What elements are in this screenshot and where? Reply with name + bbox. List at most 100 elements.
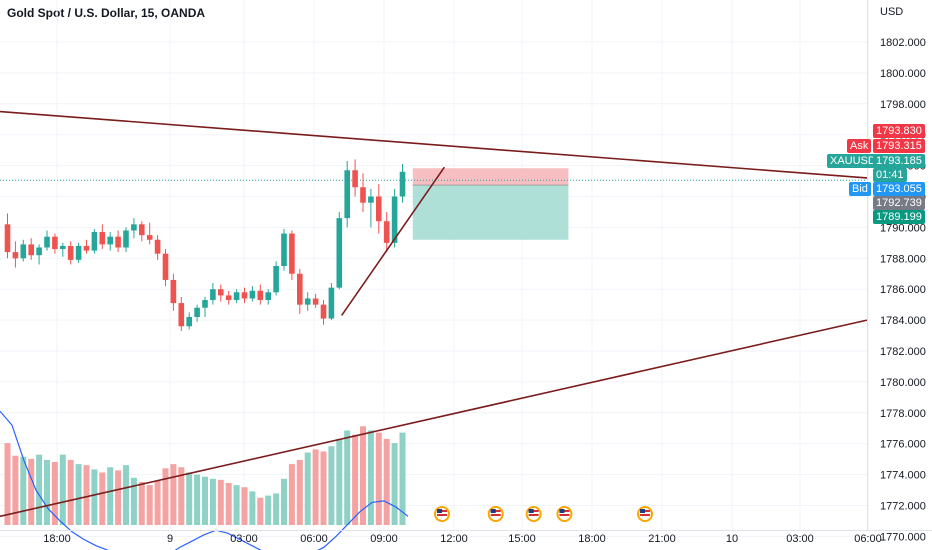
volume-bar [241, 487, 248, 525]
volume-bar [83, 465, 90, 525]
us-flag-event-icon [556, 506, 573, 522]
volume-bar [273, 493, 280, 525]
price-tick-label: 1790.000 [880, 222, 926, 234]
volume-bar [115, 470, 122, 525]
volume-bar [328, 446, 335, 525]
candle-body [44, 236, 50, 248]
candle-body [4, 224, 11, 253]
candle-body [186, 317, 192, 327]
candle-body [297, 273, 303, 305]
time-axis: 18:00 9 03:00 06:00 09:00 12:00 15:00 18:00 21:0… [43, 533, 882, 545]
volume-bar [67, 459, 74, 525]
time-tick-label: 15:00 [508, 533, 536, 545]
candle-body [391, 196, 398, 243]
candles [4, 159, 406, 331]
volume-bar [265, 495, 272, 525]
volume-bar [336, 438, 343, 525]
trendline [0, 319, 868, 518]
volume-bar [178, 467, 185, 525]
time-tick-label: 9 [167, 533, 173, 545]
target-level-tag: 1789.199 [873, 210, 925, 224]
volume-bar [170, 464, 177, 525]
candle-body [162, 253, 169, 280]
bid-label-tag: Bid [849, 182, 871, 196]
candle-body [60, 245, 66, 250]
volume-bar [44, 459, 50, 525]
volume-bar [130, 477, 137, 525]
take-profit-zone [412, 185, 569, 240]
volume-bar [107, 467, 114, 525]
candle-body [91, 232, 98, 251]
time-tick-label: 21:00 [648, 533, 676, 545]
candle-body [304, 298, 311, 305]
candle-body [154, 239, 161, 254]
candle-body [368, 196, 374, 203]
volume-bar [12, 455, 19, 525]
candle-body [225, 295, 232, 301]
volume-bar [162, 468, 169, 525]
us-flag-event-icon [434, 506, 450, 522]
price-tick-label: 1776.000 [880, 439, 926, 451]
volume-bar [288, 464, 295, 525]
volume-bar [320, 451, 327, 525]
volume-bar [123, 465, 129, 525]
volume-bar [4, 443, 11, 525]
candle-body [115, 236, 121, 248]
volume-bar [304, 452, 311, 525]
candle-body [265, 292, 271, 301]
currency-label: USD [880, 6, 904, 18]
price-tick-label: 1786.000 [880, 284, 926, 296]
bar-countdown-tag: 01:41 [873, 168, 907, 182]
trendline [341, 166, 446, 316]
candle-body [178, 303, 185, 327]
volume-bar [360, 426, 366, 525]
volume-bar [257, 497, 264, 525]
volume-bar [249, 491, 256, 525]
volume-bars [4, 426, 406, 525]
price-tick-label: 1772.000 [880, 501, 926, 513]
volume-bar [209, 478, 216, 525]
candle-body [249, 290, 256, 299]
candle-body [233, 292, 240, 301]
candle-body [344, 170, 350, 219]
stop-loss-zone [412, 168, 569, 186]
volume-bar [391, 443, 398, 525]
volume-bar [281, 478, 287, 525]
last-price-tag: 1793.185 [873, 154, 925, 168]
ma-line [0, 410, 409, 550]
price-tick-label: 1778.000 [880, 408, 926, 420]
us-flag-event-icon [525, 506, 542, 522]
price-tick-label: 1802.000 [880, 37, 926, 49]
time-tick-label: 18:00 [578, 533, 606, 545]
time-tick-label: 03:00 [230, 533, 258, 545]
price-tick-label: 1782.000 [880, 346, 926, 358]
volume-bar [59, 454, 66, 525]
trendlines [0, 110, 868, 518]
volume-bar [91, 469, 98, 525]
candle-body [289, 233, 295, 274]
position-zones [0, 168, 867, 240]
volume-bar [367, 430, 374, 525]
candle-body [28, 244, 34, 256]
symbol-tag: XAUUSD [827, 154, 879, 168]
price-axis-separator [867, 0, 868, 530]
candle-body [328, 287, 335, 319]
candle-body [320, 304, 327, 319]
volume-bar [217, 479, 224, 525]
candle-body [194, 307, 200, 318]
volume-bar [194, 474, 201, 525]
price-tick-label: 1784.000 [880, 315, 926, 327]
time-tick-label: 09:00 [370, 533, 398, 545]
volume-bar [312, 449, 319, 525]
volume-bar [233, 485, 240, 525]
candle-body [52, 236, 58, 250]
candle-body [12, 252, 19, 259]
stop-level-tag: 1793.830 [873, 124, 925, 138]
volume-bar [75, 464, 82, 525]
volume-bar [154, 480, 161, 525]
candle-body [20, 244, 27, 259]
time-tick-label: 18:00 [43, 533, 71, 545]
price-tick-label: 1798.000 [880, 99, 926, 111]
moving-average [0, 410, 409, 550]
